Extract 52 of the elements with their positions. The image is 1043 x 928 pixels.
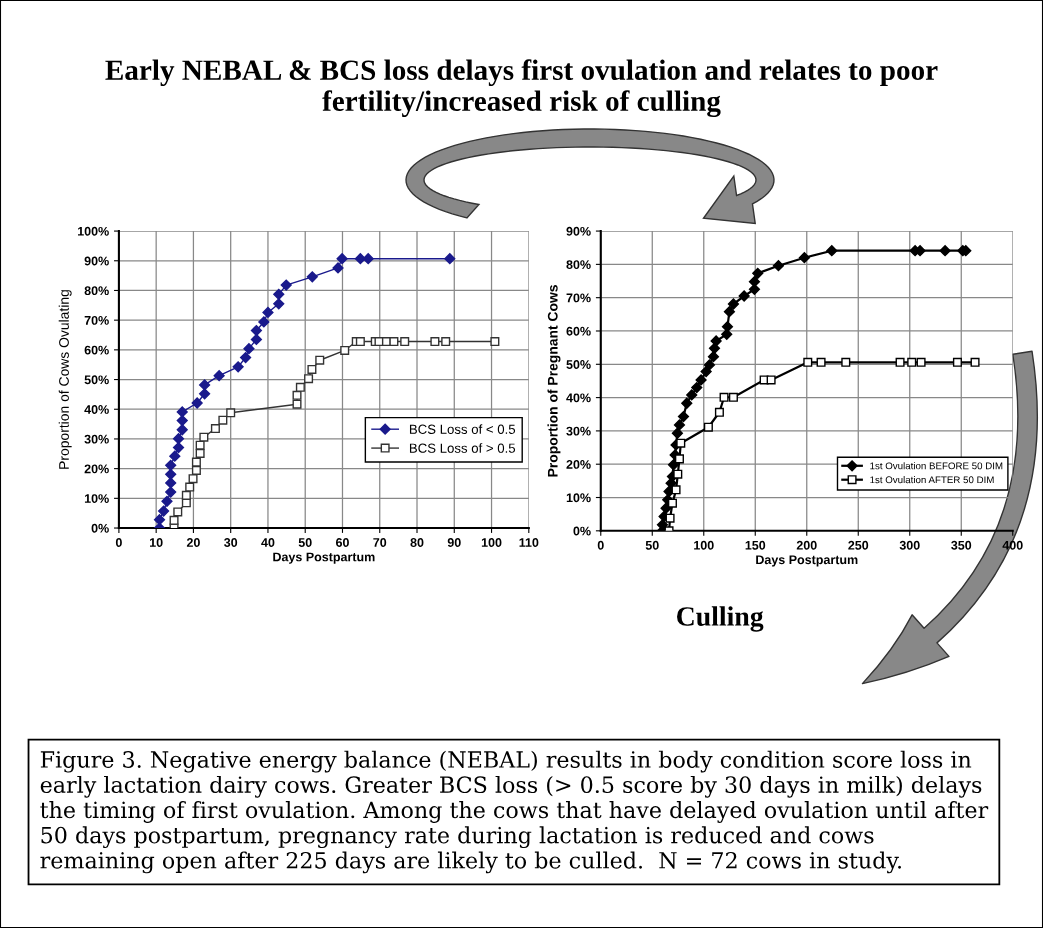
x-tick-label: 150 bbox=[745, 540, 766, 550]
y-tick-label: 60% bbox=[84, 345, 109, 355]
y-tick-label: 0% bbox=[573, 526, 591, 536]
x-tick-label: 60 bbox=[335, 538, 349, 547]
y-tick-label: 30% bbox=[566, 426, 591, 436]
y-tick-label: 70% bbox=[84, 315, 109, 325]
y-tick-label: 40% bbox=[566, 393, 591, 403]
x-axis-title: Days Postpartum bbox=[756, 555, 858, 567]
y-axis-title: Proportion of Pregnant Cows bbox=[547, 285, 561, 477]
y-tick-label: 20% bbox=[84, 464, 109, 474]
x-tick-label: 10 bbox=[150, 538, 163, 547]
y-tick-label: 80% bbox=[566, 260, 591, 270]
y-axis-title: Proportion of Cows Ovulating bbox=[58, 290, 72, 469]
x-tick-label: 90 bbox=[447, 538, 461, 547]
y-tick-label: 40% bbox=[84, 405, 109, 414]
y-tick-label: 10% bbox=[566, 493, 591, 503]
y-tick-label: 50% bbox=[84, 375, 109, 385]
x-tick-label: 30 bbox=[224, 538, 238, 547]
x-tick-label: 50 bbox=[298, 538, 312, 547]
x-tick-label: 50 bbox=[645, 540, 659, 550]
x-tick-label: 20 bbox=[186, 538, 200, 547]
legend-label: BCS Loss of < 0.5 bbox=[409, 424, 516, 434]
y-tick-label: 100% bbox=[78, 226, 109, 236]
x-tick-label: 80 bbox=[410, 538, 424, 547]
y-tick-label: 80% bbox=[84, 286, 109, 296]
y-tick-label: 30% bbox=[84, 434, 109, 444]
y-tick-label: 70% bbox=[566, 293, 591, 303]
text: Culling bbox=[677, 606, 764, 632]
y-tick-label: 0% bbox=[91, 523, 109, 533]
y-tick-label: 10% bbox=[84, 494, 109, 503]
y-tick-label: 60% bbox=[566, 326, 591, 336]
x-tick-label: 0 bbox=[115, 538, 122, 547]
y-tick-label: 90% bbox=[84, 256, 109, 266]
x-axis-title: Days Postpartum bbox=[273, 552, 375, 564]
legend-label: BCS Loss of > 0.5 bbox=[409, 443, 516, 453]
caption: Figure 3. Negative energy balance (NEBAL) results in body condition score loss in early lactation dairy cows. Greater BCS loss (> 0.5 score by 30 days in milk) delays the timing of first ovulation. Among the cows that have delayed ovulation until after 50 days postpartum, pregnancy rate during lactation is reduced and cows remaining open after 225 days are likely to be culled. N = 72 cows in study. bbox=[40, 750, 989, 874]
x-tick-label: 110 bbox=[519, 538, 539, 547]
x-tick-label: 250 bbox=[848, 540, 869, 550]
x-tick-label: 100 bbox=[481, 538, 502, 547]
x-tick-label: 350 bbox=[951, 540, 972, 550]
y-tick-label: 50% bbox=[566, 360, 591, 369]
y-tick-label: 90% bbox=[566, 226, 591, 236]
y-tick-label: 20% bbox=[566, 460, 591, 469]
x-tick-label: 200 bbox=[796, 540, 817, 550]
legend-label: 1st Ovulation AFTER 50 DIM bbox=[870, 476, 994, 484]
chart-title: Early NEBAL & BCS loss delays first ovulation and relates to poor fertility/increased risk of culling bbox=[105, 59, 938, 118]
x-tick-label: 100 bbox=[694, 540, 714, 550]
x-tick-label: 70 bbox=[373, 538, 387, 547]
x-tick-label: 0 bbox=[597, 540, 604, 550]
legend-label: 1st Ovulation BEFORE 50 DIM bbox=[870, 462, 1003, 470]
x-tick-label: 300 bbox=[899, 540, 920, 550]
x-tick-label: 40 bbox=[261, 538, 275, 547]
